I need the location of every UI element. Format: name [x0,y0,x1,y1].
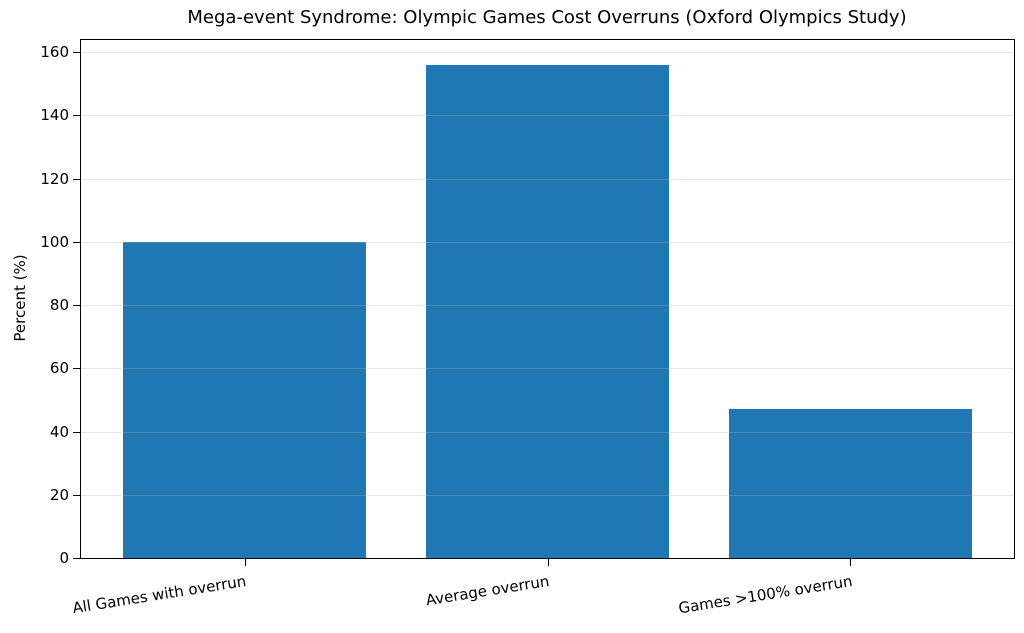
x-tick-mark-0 [244,559,246,566]
y-tick-mark-20 [73,494,80,496]
y-axis-label: Percent (%) [11,254,29,342]
x-tick-label-2: Games >100% overrun [676,572,854,618]
y-tick-mark-40 [73,431,80,433]
y-tick-label-60: 60 [49,359,69,378]
x-tick-label-0: All Games with overrun [71,572,248,618]
bar-2 [729,409,972,558]
plot-area: 0 20 40 60 80 100 120 140 160 All Games with over… [40,39,1015,617]
y-tick-label-160: 160 [40,43,69,61]
y-gridline-160 [81,52,1014,53]
y-tick-mark-140 [73,115,80,117]
y-tick-label-0: 0 [59,549,69,567]
y-tick-mark-120 [73,178,80,180]
y-tick-label-80: 80 [49,296,69,314]
chart-title: Mega-event Syndrome: Olympic Games Cost … [187,7,907,28]
y-tick-label-40: 40 [49,422,69,441]
bar-1 [426,64,669,558]
x-tick-mark-1 [547,559,549,566]
x-tick-label-1: Average overrun [424,572,551,610]
y-tick-mark-60 [73,368,80,370]
y-tick-label-100: 100 [40,232,69,251]
x-tick-mark-2 [850,559,852,566]
y-tick-label-120: 120 [40,169,69,188]
y-tick-label-20: 20 [49,485,69,504]
y-tick-mark-160 [73,52,80,53]
y-tick-label-140: 140 [40,106,69,125]
y-tick-mark-100 [73,241,80,243]
y-tick-mark-80 [73,305,80,306]
y-tick-mark-0 [73,558,80,559]
bar-0 [123,241,366,558]
